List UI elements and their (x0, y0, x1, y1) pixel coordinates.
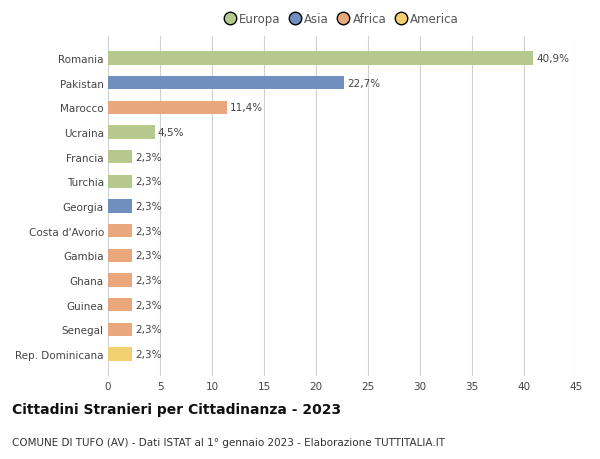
Text: 11,4%: 11,4% (230, 103, 263, 113)
Text: 40,9%: 40,9% (536, 54, 569, 64)
Legend: Europa, Asia, Africa, America: Europa, Asia, Africa, America (220, 9, 464, 31)
Text: 2,3%: 2,3% (135, 251, 161, 261)
Text: 22,7%: 22,7% (347, 78, 380, 89)
Text: 2,3%: 2,3% (135, 226, 161, 236)
Bar (108, 175, 132, 189)
Text: 2,3%: 2,3% (135, 325, 161, 335)
Text: Cittadini Stranieri per Cittadinanza - 2023: Cittadini Stranieri per Cittadinanza - 2… (12, 402, 341, 416)
Bar (108, 224, 132, 238)
Bar (108, 77, 344, 90)
Bar (108, 52, 533, 66)
Bar (108, 298, 132, 312)
Bar (108, 323, 132, 336)
Text: 2,3%: 2,3% (135, 202, 161, 212)
Bar (108, 249, 132, 263)
Text: 2,3%: 2,3% (135, 300, 161, 310)
Bar (108, 347, 132, 361)
Text: 4,5%: 4,5% (158, 128, 184, 138)
Text: COMUNE DI TUFO (AV) - Dati ISTAT al 1° gennaio 2023 - Elaborazione TUTTITALIA.IT: COMUNE DI TUFO (AV) - Dati ISTAT al 1° g… (12, 437, 445, 447)
Text: 2,3%: 2,3% (135, 349, 161, 359)
Bar (108, 126, 155, 140)
Bar (108, 200, 132, 213)
Text: 2,3%: 2,3% (135, 275, 161, 285)
Bar (108, 151, 132, 164)
Bar (108, 101, 227, 115)
Bar (108, 274, 132, 287)
Text: 2,3%: 2,3% (135, 177, 161, 187)
Text: 2,3%: 2,3% (135, 152, 161, 162)
